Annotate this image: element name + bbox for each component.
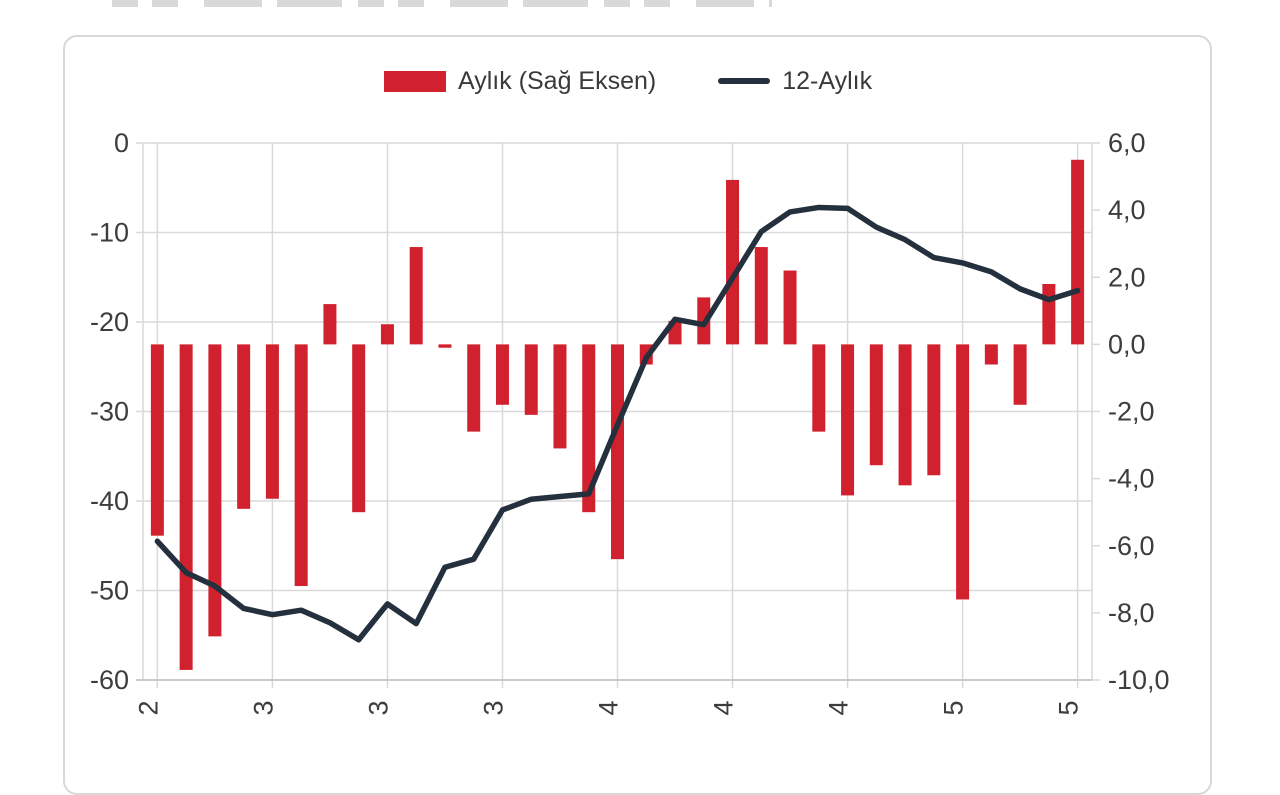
monthly-bar (208, 344, 222, 637)
monthly-bar (438, 344, 452, 348)
right-axis-tick-label: -6,0 (1108, 531, 1155, 561)
monthly-bar (1042, 283, 1056, 345)
right-axis-tick-label: -8,0 (1108, 598, 1155, 628)
monthly-bar (237, 344, 251, 509)
x-axis-tick-label: 4 (709, 700, 739, 715)
left-axis-tick-label: -50 (90, 576, 129, 606)
chart-page: { "legend": { "bar_series_label": "Aylık… (63, 0, 1212, 795)
monthly-bar (582, 344, 596, 513)
monthly-bar (927, 344, 941, 476)
right-axis-tick-label: 0,0 (1108, 329, 1146, 359)
monthly-bar (409, 247, 423, 345)
right-axis-tick-label: 4,0 (1108, 195, 1146, 225)
x-axis-tick-label: 4 (594, 700, 624, 715)
twelve-month-line (154, 204, 1081, 643)
monthly-bar (294, 344, 308, 587)
x-axis-tick-label: 3 (248, 700, 278, 715)
monthly-bar (380, 324, 394, 345)
bar-series-swatch (384, 70, 446, 92)
monthly-bar (352, 344, 366, 513)
monthly-bar (265, 344, 279, 499)
monthly-bar (956, 344, 970, 600)
right-axis-tick-label: 6,0 (1108, 128, 1146, 158)
chart-svg: 0 -10 -20 -30 -40 -50 -60 6,0 4,0 2,0 0,0 -2,0 -4,0 -… (90, 128, 1170, 716)
monthly-bar (495, 344, 509, 405)
left-axis-tick-label: -10 (90, 218, 129, 248)
monthly-bar (1013, 344, 1027, 405)
monthly-bar (869, 344, 883, 466)
x-axis-tick-label: 5 (1054, 700, 1084, 715)
monthly-bar (179, 344, 193, 670)
monthly-bar (898, 344, 912, 486)
monthly-bar (553, 344, 567, 449)
monthly-bar (841, 344, 855, 496)
monthly-bar (467, 344, 481, 432)
monthly-bar (323, 304, 337, 345)
left-axis-tick-label: -60 (90, 665, 129, 695)
monthly-bar (783, 270, 797, 345)
right-axis-tick-label: -4,0 (1108, 464, 1155, 494)
monthly-bar (726, 179, 740, 345)
line-series-label: 12-Aylık (782, 66, 873, 95)
left-axis-tick-label: 0 (114, 128, 129, 158)
x-axis-tick-label: 5 (939, 700, 969, 715)
monthly-bar (754, 247, 768, 345)
x-axis-tick-label: 3 (363, 700, 393, 715)
cropped-title-remnant (112, 0, 772, 7)
monthly-bar (984, 344, 998, 365)
left-axis-tick-label: -30 (90, 397, 129, 427)
monthly-bar (524, 344, 538, 415)
left-axis-tick-label: -20 (90, 307, 129, 337)
left-axis-tick-label: -40 (90, 486, 129, 516)
right-axis-tick-label: -10,0 (1108, 665, 1170, 695)
combo-chart: 0 -10 -20 -30 -40 -50 -60 6,0 4,0 2,0 0,0 -2,0 -4,0 -… (90, 128, 1170, 716)
right-axis-tick-label: 2,0 (1108, 262, 1146, 292)
x-axis-tick-label: 3 (478, 700, 508, 715)
bar-series-label: Aylık (Sağ Eksen) (458, 66, 657, 95)
monthly-bar (150, 344, 164, 536)
x-axis-tick-label: 4 (824, 700, 854, 715)
monthly-bar (812, 344, 826, 432)
line-series-swatch (718, 78, 771, 84)
chart-legend: Aylık (Sağ Eksen) 12-Aylık (384, 66, 872, 96)
monthly-bar (611, 344, 624, 560)
x-axis-tick-label: 2 (133, 700, 163, 715)
monthly-bar (1071, 159, 1085, 345)
chart-card (63, 35, 1212, 795)
right-axis-tick-label: -2,0 (1108, 397, 1155, 427)
